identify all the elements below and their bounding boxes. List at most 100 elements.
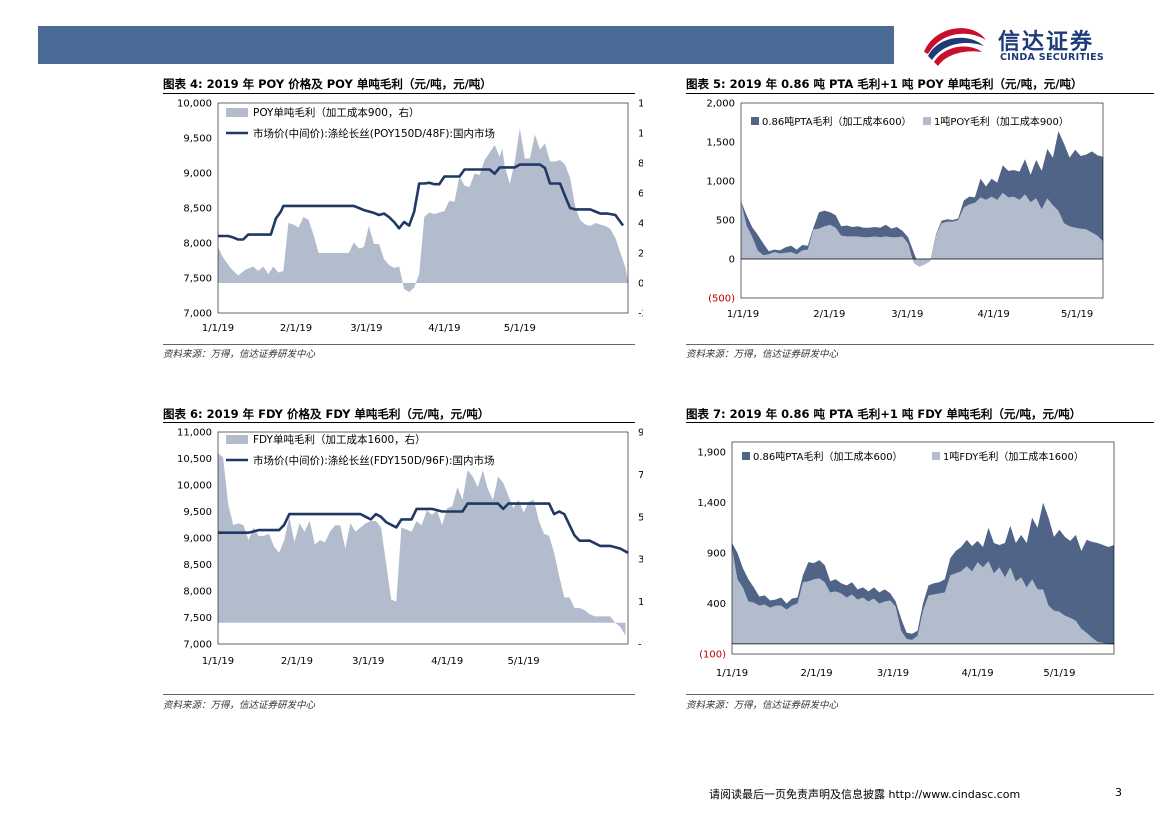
legend-swatch-area: [226, 108, 248, 117]
right-axis-tick-label: -200: [638, 309, 643, 320]
figure-7-bottom-rule: [686, 694, 1154, 695]
figure-4-source: 资料来源：万得，信达证券研发中心: [163, 349, 316, 360]
right-axis-tick-label: 0: [638, 279, 643, 290]
right-axis-tick-label: 300: [638, 555, 643, 566]
right-axis-tick-label: 400: [638, 219, 643, 230]
figure-4-caption: 图表 4: 2019 年 POY 价格及 POY 单吨毛利（元/吨，元/吨）: [163, 77, 492, 91]
right-axis-tick-label: 500: [638, 512, 643, 523]
left-axis-tick-label: 10,000: [177, 481, 212, 492]
legend-swatch-yarn: [932, 452, 940, 460]
footer-disclaimer: 请阅读最后一页免责声明及信息披露 http://www.cindasc.com: [709, 788, 1021, 801]
left-axis-tick-label: 10,500: [177, 454, 212, 465]
x-axis-tick-label: 3/1/19: [891, 309, 923, 320]
figure-5-bottom-rule: [686, 344, 1154, 345]
y-axis-tick-label: 500: [716, 216, 735, 227]
left-axis-tick-label: 7,500: [183, 274, 212, 285]
figure-7-caption: 图表 7: 2019 年 0.86 吨 PTA 毛利+1 吨 FDY 单吨毛利（…: [686, 407, 1082, 421]
left-axis-tick-label: 8,000: [183, 239, 212, 250]
chart-figure-5: (500) 0 500 1,000 1,500 2,000 1/1/19 2/1/19 3/1/…: [706, 99, 1104, 320]
y-axis-tick-label: 1,900: [697, 448, 726, 459]
figure-4-top-rule: [163, 93, 635, 94]
left-axis-tick-label: 7,000: [183, 640, 212, 651]
y-axis-tick-label: (100): [699, 650, 726, 661]
figure-6-top-rule: [163, 422, 635, 423]
x-axis-tick-label: 1/1/19: [202, 323, 234, 334]
x-axis-tick-label: 4/1/19: [428, 323, 460, 334]
figure-4-bottom-rule: [163, 344, 635, 345]
plot-frame: [740, 102, 1104, 299]
right-axis-tick-label: 700: [638, 470, 643, 481]
x-axis-tick-label: 1/1/19: [716, 668, 748, 679]
figure-5-source: 资料来源：万得，信达证券研发中心: [686, 349, 839, 360]
y-axis-tick-label: 400: [707, 599, 726, 610]
legend-swatch-pta: [751, 117, 759, 125]
y-axis-tick-label: 1,000: [706, 177, 735, 188]
left-axis-tick-label: 9,000: [183, 534, 212, 545]
y-axis-tick-label: 900: [707, 549, 726, 560]
price-line-series: [218, 502, 629, 554]
left-axis-tick-label: 10,000: [177, 99, 212, 110]
legend-swatch-area: [226, 435, 248, 444]
legend-label-line: 市场价(中间价):涤纶长丝(POY150D/48F):国内市场: [253, 127, 495, 140]
right-axis-tick-label: 900: [638, 428, 643, 439]
cinda-logo: 信达证券 CINDA SECURITIES: [920, 22, 1150, 68]
left-axis-tick-label: 8,500: [183, 204, 212, 215]
x-axis-tick-label: 1/1/19: [202, 656, 234, 667]
left-axis-tick-label: 7,500: [183, 613, 212, 624]
figure-5-top-rule: [686, 93, 1154, 94]
y-axis-tick-label: 2,000: [706, 99, 735, 110]
right-axis-tick-label: 200: [638, 249, 643, 260]
right-axis-tick-label: 1000: [638, 129, 643, 140]
x-axis-tick-label: 2/1/19: [800, 668, 832, 679]
x-axis-tick-label: 3/1/19: [352, 656, 384, 667]
y-axis-tick-label: 1,500: [706, 138, 735, 149]
figure-7-source: 资料来源：万得，信达证券研发中心: [686, 700, 839, 711]
x-axis-tick-label: 2/1/19: [281, 656, 313, 667]
figure-7-top-rule: [686, 422, 1154, 423]
plot-frame: [731, 441, 1115, 655]
header-banner: [38, 26, 894, 64]
legend-label-pta: 0.86吨PTA毛利（加工成本600）: [753, 450, 903, 463]
x-axis-tick-label: 2/1/19: [813, 309, 845, 320]
x-axis-tick-label: 1/1/19: [727, 309, 759, 320]
yarn-margin-area-series: [741, 192, 1103, 267]
chart-figure-7: (100) 400 900 1,400 1,900 1/1/19 2/1/19 3/1/19 4…: [697, 441, 1115, 679]
margin-area-series: [218, 128, 628, 292]
left-axis-tick-label: 9,500: [183, 507, 212, 518]
figure-6-caption: 图表 6: 2019 年 FDY 价格及 FDY 单吨毛利（元/吨，元/吨）: [163, 407, 490, 421]
right-axis-tick-label: -100: [638, 640, 643, 651]
legend-label-yarn: 1吨FDY毛利（加工成本1600）: [943, 450, 1084, 463]
left-axis-tick-label: 9,500: [183, 134, 212, 145]
y-axis-tick-label: 0: [729, 255, 735, 266]
y-axis-tick-label: 1,400: [697, 498, 726, 509]
figure-6-source: 资料来源：万得，信达证券研发中心: [163, 700, 316, 711]
yarn-margin-area-series: [732, 548, 1114, 645]
x-axis-tick-label: 4/1/19: [431, 656, 463, 667]
left-axis-tick-label: 7,000: [183, 309, 212, 320]
left-axis-tick-label: 8,000: [183, 587, 212, 598]
brand-name-en: CINDA SECURITIES: [1000, 52, 1105, 63]
x-axis-tick-label: 3/1/19: [877, 668, 909, 679]
y-axis-tick-label: (500): [708, 294, 735, 305]
margin-area-series: [218, 453, 626, 636]
price-line-series: [218, 163, 625, 241]
plot-frame: [217, 431, 629, 645]
plot-frame: [217, 102, 629, 314]
cinda-logo-icon: [924, 28, 986, 66]
x-axis-tick-label: 4/1/19: [978, 309, 1010, 320]
right-axis-tick-label: 1200: [638, 99, 643, 110]
right-axis-tick-label: 600: [638, 189, 643, 200]
x-axis-tick-label: 5/1/19: [1061, 309, 1093, 320]
left-axis-tick-label: 11,000: [177, 428, 212, 439]
figure-6-bottom-rule: [163, 694, 635, 695]
legend-swatch-pta: [742, 452, 750, 460]
x-axis-tick-label: 5/1/19: [1043, 668, 1075, 679]
brand-name-cn: 信达证券: [998, 30, 1095, 55]
left-axis-tick-label: 9,000: [183, 169, 212, 180]
legend-label-area: POY单吨毛利（加工成本900，右）: [253, 106, 419, 119]
legend-label-yarn: 1吨POY毛利（加工成本900）: [934, 115, 1069, 128]
x-axis-tick-label: 2/1/19: [280, 323, 312, 334]
left-axis-tick-label: 8,500: [183, 560, 212, 571]
chart-figure-4: 7,000 7,500 8,000 8,500 9,000 9,500 10,000 -200…: [177, 99, 643, 335]
figure-5-caption: 图表 5: 2019 年 0.86 吨 PTA 毛利+1 吨 POY 单吨毛利（…: [686, 77, 1083, 91]
